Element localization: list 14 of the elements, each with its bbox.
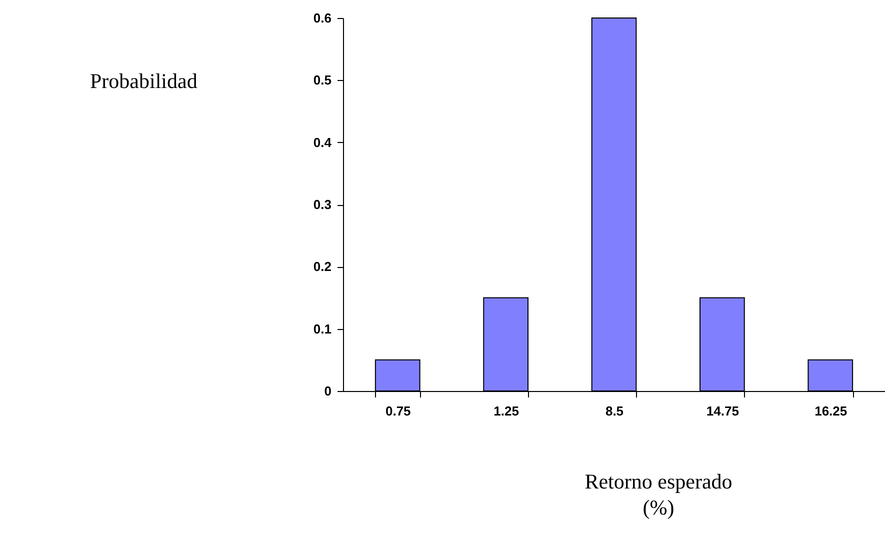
x-tick-label: 14.75 (706, 404, 739, 418)
x-tick-label: 8.5 (605, 404, 624, 418)
y-tick-label: 0.4 (313, 134, 332, 150)
x-axis-title: Retorno esperado (%) (584, 470, 732, 520)
x-tick-label: 16.25 (814, 404, 848, 418)
y-tick-label: 0.5 (313, 72, 332, 88)
y-tick-label: 0 (324, 384, 332, 398)
y-tick-label: 0.6 (313, 10, 332, 26)
x-tick-label: 0.75 (385, 404, 411, 418)
y-tick-label: 0.3 (313, 197, 332, 212)
y-tick-label: 0.1 (313, 321, 332, 336)
x-tick-label: 1.25 (494, 404, 519, 418)
text: Probabilidad (90, 69, 198, 93)
y-tick-label: 0.2 (313, 259, 332, 274)
